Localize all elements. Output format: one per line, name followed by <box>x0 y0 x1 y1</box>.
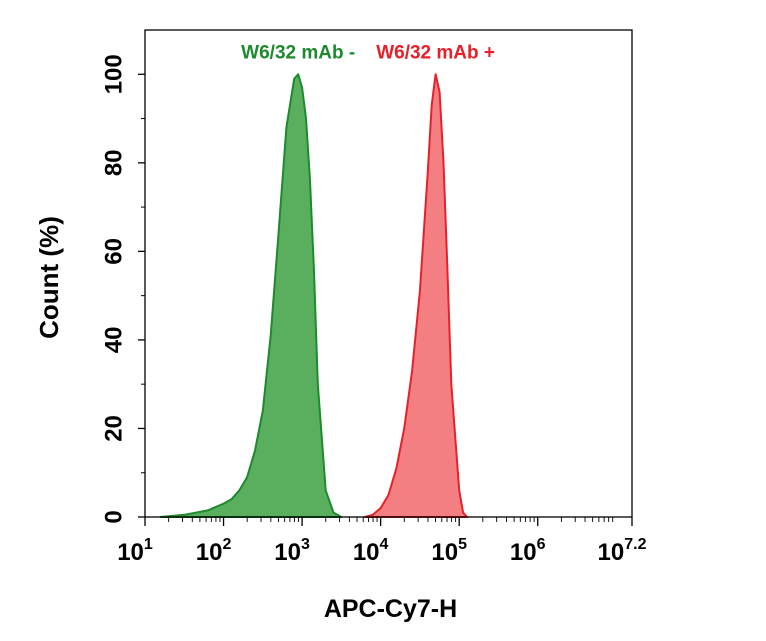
x-tick-label: 107.2 <box>598 536 647 566</box>
y-tick-label: 60 <box>100 238 127 265</box>
x-tick-label: 104 <box>353 536 389 566</box>
axes: 0 20 40 60 80 100 101 102 103 104 105 106 107.2 <box>100 54 646 566</box>
series-area-2 <box>363 73 468 518</box>
y-tick-label: 0 <box>100 510 127 523</box>
y-axis-title: Count (%) <box>34 216 64 339</box>
y-tick-label: 80 <box>100 149 127 176</box>
x-tick-label: 102 <box>196 536 232 566</box>
y-tick-label: 100 <box>100 54 127 94</box>
x-tick-label: 105 <box>431 536 467 566</box>
x-tick-label: 106 <box>510 536 546 566</box>
x-axis-title: APC-Cy7-H <box>324 595 457 623</box>
series-label-1: W6/32 mAb - <box>241 42 355 63</box>
y-tick-label: 40 <box>100 327 127 354</box>
x-tick-label: 103 <box>274 536 310 566</box>
x-tick-label: 101 <box>117 536 153 566</box>
plot-area: W6/32 mAb - W6/32 mAb + <box>159 42 495 518</box>
plot-frame <box>144 29 633 518</box>
series-label-2: W6/32 mAb + <box>376 42 495 63</box>
y-tick-label: 20 <box>100 415 127 442</box>
series-area-1 <box>159 73 343 518</box>
